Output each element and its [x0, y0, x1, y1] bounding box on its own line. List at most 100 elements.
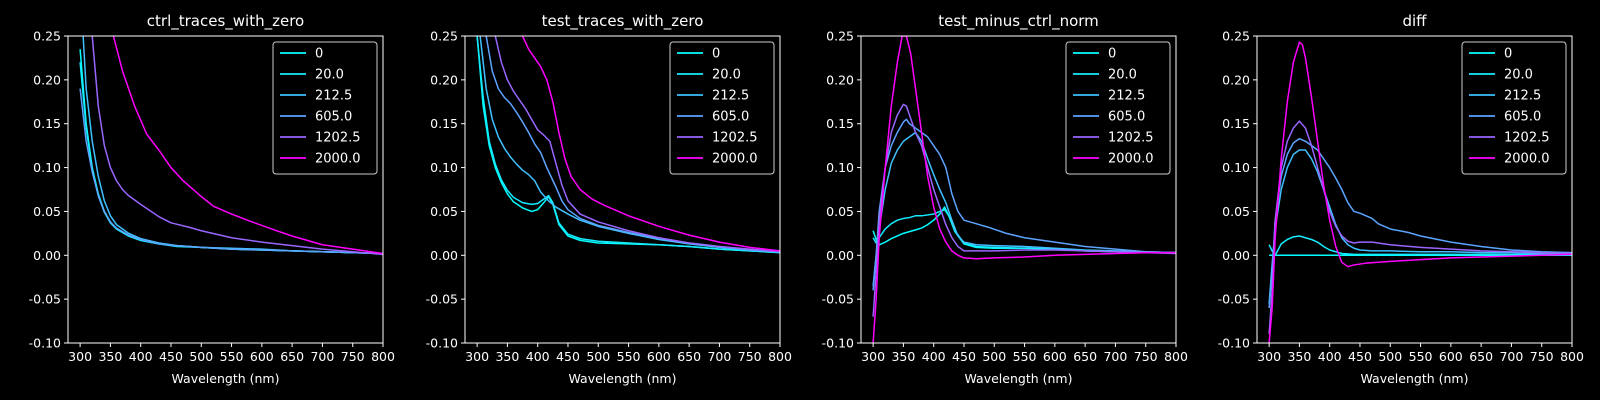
y-tick-label: 0.20	[430, 72, 458, 87]
legend-label: 1202.5	[1504, 131, 1550, 146]
x-tick-label: 350	[1287, 349, 1311, 364]
x-tick-label: 750	[1134, 349, 1158, 364]
y-tick-label: 0.25	[430, 29, 458, 44]
y-tick-label: -0.10	[426, 336, 458, 351]
series-line-212.5	[479, 36, 780, 253]
panel-3: 300 350 400 450 500 550 600 650 700 750 800 -0.10 -0…	[822, 12, 1188, 386]
x-tick-label: 450	[556, 349, 580, 364]
y-tick-label: -0.05	[822, 292, 854, 307]
y-tick-label: 0.15	[33, 116, 61, 131]
legend-box	[1065, 41, 1171, 175]
x-tick-label: 750	[738, 349, 762, 364]
legend: 0 20.0 212.5 605.0 1202.5 2000.0	[669, 41, 775, 175]
y-tick-label: 0.15	[1222, 116, 1250, 131]
x-tick-label: 450	[952, 349, 976, 364]
x-tick-label: 800	[1560, 349, 1584, 364]
series-line-1202.5	[872, 103, 1176, 317]
series-line-2000.0	[872, 36, 1176, 343]
y-tick-label: 0.20	[1222, 72, 1250, 87]
legend-label: 605.0	[712, 110, 749, 125]
x-axis-label: Wavelength (nm)	[965, 371, 1073, 386]
y-tick-label: 0.25	[1222, 29, 1250, 44]
plot-frame	[67, 35, 384, 344]
series-group	[476, 36, 780, 254]
x-tick-label: 650	[677, 349, 701, 364]
legend-box	[1461, 41, 1567, 175]
x-tick-label: 300	[68, 349, 92, 364]
legend-label: 1202.5	[1108, 131, 1154, 146]
x-tick-label: 400	[922, 349, 946, 364]
series-line-605.0	[1268, 137, 1572, 308]
y-tick-label: -0.05	[426, 292, 458, 307]
legend-label: 20.0	[1504, 68, 1533, 83]
plot-frame	[464, 35, 781, 344]
panel-4: 300 350 400 450 500 550 600 650 700 750 800 -0.10 -0…	[1218, 12, 1584, 386]
x-tick-label: 500	[1378, 349, 1402, 364]
series-line-212.5	[872, 131, 1176, 287]
x-tick-label: 400	[1318, 349, 1342, 364]
x-tick-label: 600	[1439, 349, 1463, 364]
x-tick-label: 600	[250, 349, 274, 364]
x-tick-label: 400	[526, 349, 550, 364]
x-tick-label: 750	[1530, 349, 1554, 364]
y-tick-label: 0.10	[33, 160, 61, 175]
series-line-605.0	[79, 88, 383, 255]
series-line-1202.5	[494, 36, 780, 253]
legend-label: 1202.5	[712, 131, 758, 146]
series-line-20.0	[872, 208, 1176, 254]
x-tick-label: 500	[586, 349, 610, 364]
y-tick-label: 0.00	[33, 248, 61, 263]
legend-label: 212.5	[1108, 89, 1145, 104]
legend-label: 2000.0	[712, 152, 758, 167]
x-tick-label: 700	[1499, 349, 1523, 364]
x-tick-label: 550	[1409, 349, 1433, 364]
x-tick-label: 550	[617, 349, 641, 364]
x-tick-label: 800	[768, 349, 792, 364]
x-tick-label: 300	[861, 349, 885, 364]
x-tick-label: 600	[647, 349, 671, 364]
y-tick-label: 0.05	[1222, 204, 1250, 219]
x-axis-label: Wavelength (nm)	[569, 371, 677, 386]
legend-label: 212.5	[1504, 89, 1541, 104]
y-tick-label: 0.25	[33, 29, 61, 44]
x-tick-label: 800	[371, 349, 395, 364]
y-tick-label: 0.10	[1222, 160, 1250, 175]
x-tick-label: 300	[465, 349, 489, 364]
x-tick-label: 700	[310, 349, 334, 364]
y-tick-label: -0.05	[1218, 292, 1250, 307]
y-tick-label: 0.10	[826, 160, 854, 175]
panel-1: 300 350 400 450 500 550 600 650 700 750 800 -0.10 -0…	[29, 12, 395, 386]
y-tick-label: 0.05	[826, 204, 854, 219]
legend-label: 605.0	[315, 110, 352, 125]
y-tick-label: -0.10	[29, 336, 61, 351]
legend-label: 2000.0	[1108, 152, 1154, 167]
legend-label: 1202.5	[315, 131, 361, 146]
y-tick-label: 0.00	[826, 248, 854, 263]
panel-2: 300 350 400 450 500 550 600 650 700 750 800 -0.10 -0…	[426, 12, 792, 386]
x-tick-label: 300	[1257, 349, 1281, 364]
y-tick-label: 0.00	[1222, 248, 1250, 263]
x-tick-label: 350	[891, 349, 915, 364]
legend-label: 20.0	[712, 68, 741, 83]
legend: 0 20.0 212.5 605.0 1202.5 2000.0	[1065, 41, 1171, 175]
x-tick-label: 550	[1013, 349, 1037, 364]
x-tick-label: 450	[1348, 349, 1372, 364]
x-tick-label: 650	[1073, 349, 1097, 364]
legend-label: 2000.0	[315, 152, 361, 167]
y-tick-label: 0.10	[430, 160, 458, 175]
x-tick-label: 500	[189, 349, 213, 364]
x-tick-label: 700	[1103, 349, 1127, 364]
legend-label: 20.0	[1108, 68, 1137, 83]
legend-box	[669, 41, 775, 175]
series-line-605.0	[872, 118, 1176, 291]
series-group	[79, 36, 383, 256]
legend: 0 20.0 212.5 605.0 1202.5 2000.0	[272, 41, 378, 175]
series-line-20.0	[476, 36, 780, 254]
x-tick-label: 650	[280, 349, 304, 364]
series-line-2000.0	[1268, 41, 1572, 343]
legend-label: 0	[1108, 47, 1116, 62]
chart-title: ctrl_traces_with_zero	[147, 12, 304, 31]
y-tick-label: 0.15	[430, 116, 458, 131]
legend-label: 605.0	[1108, 110, 1145, 125]
